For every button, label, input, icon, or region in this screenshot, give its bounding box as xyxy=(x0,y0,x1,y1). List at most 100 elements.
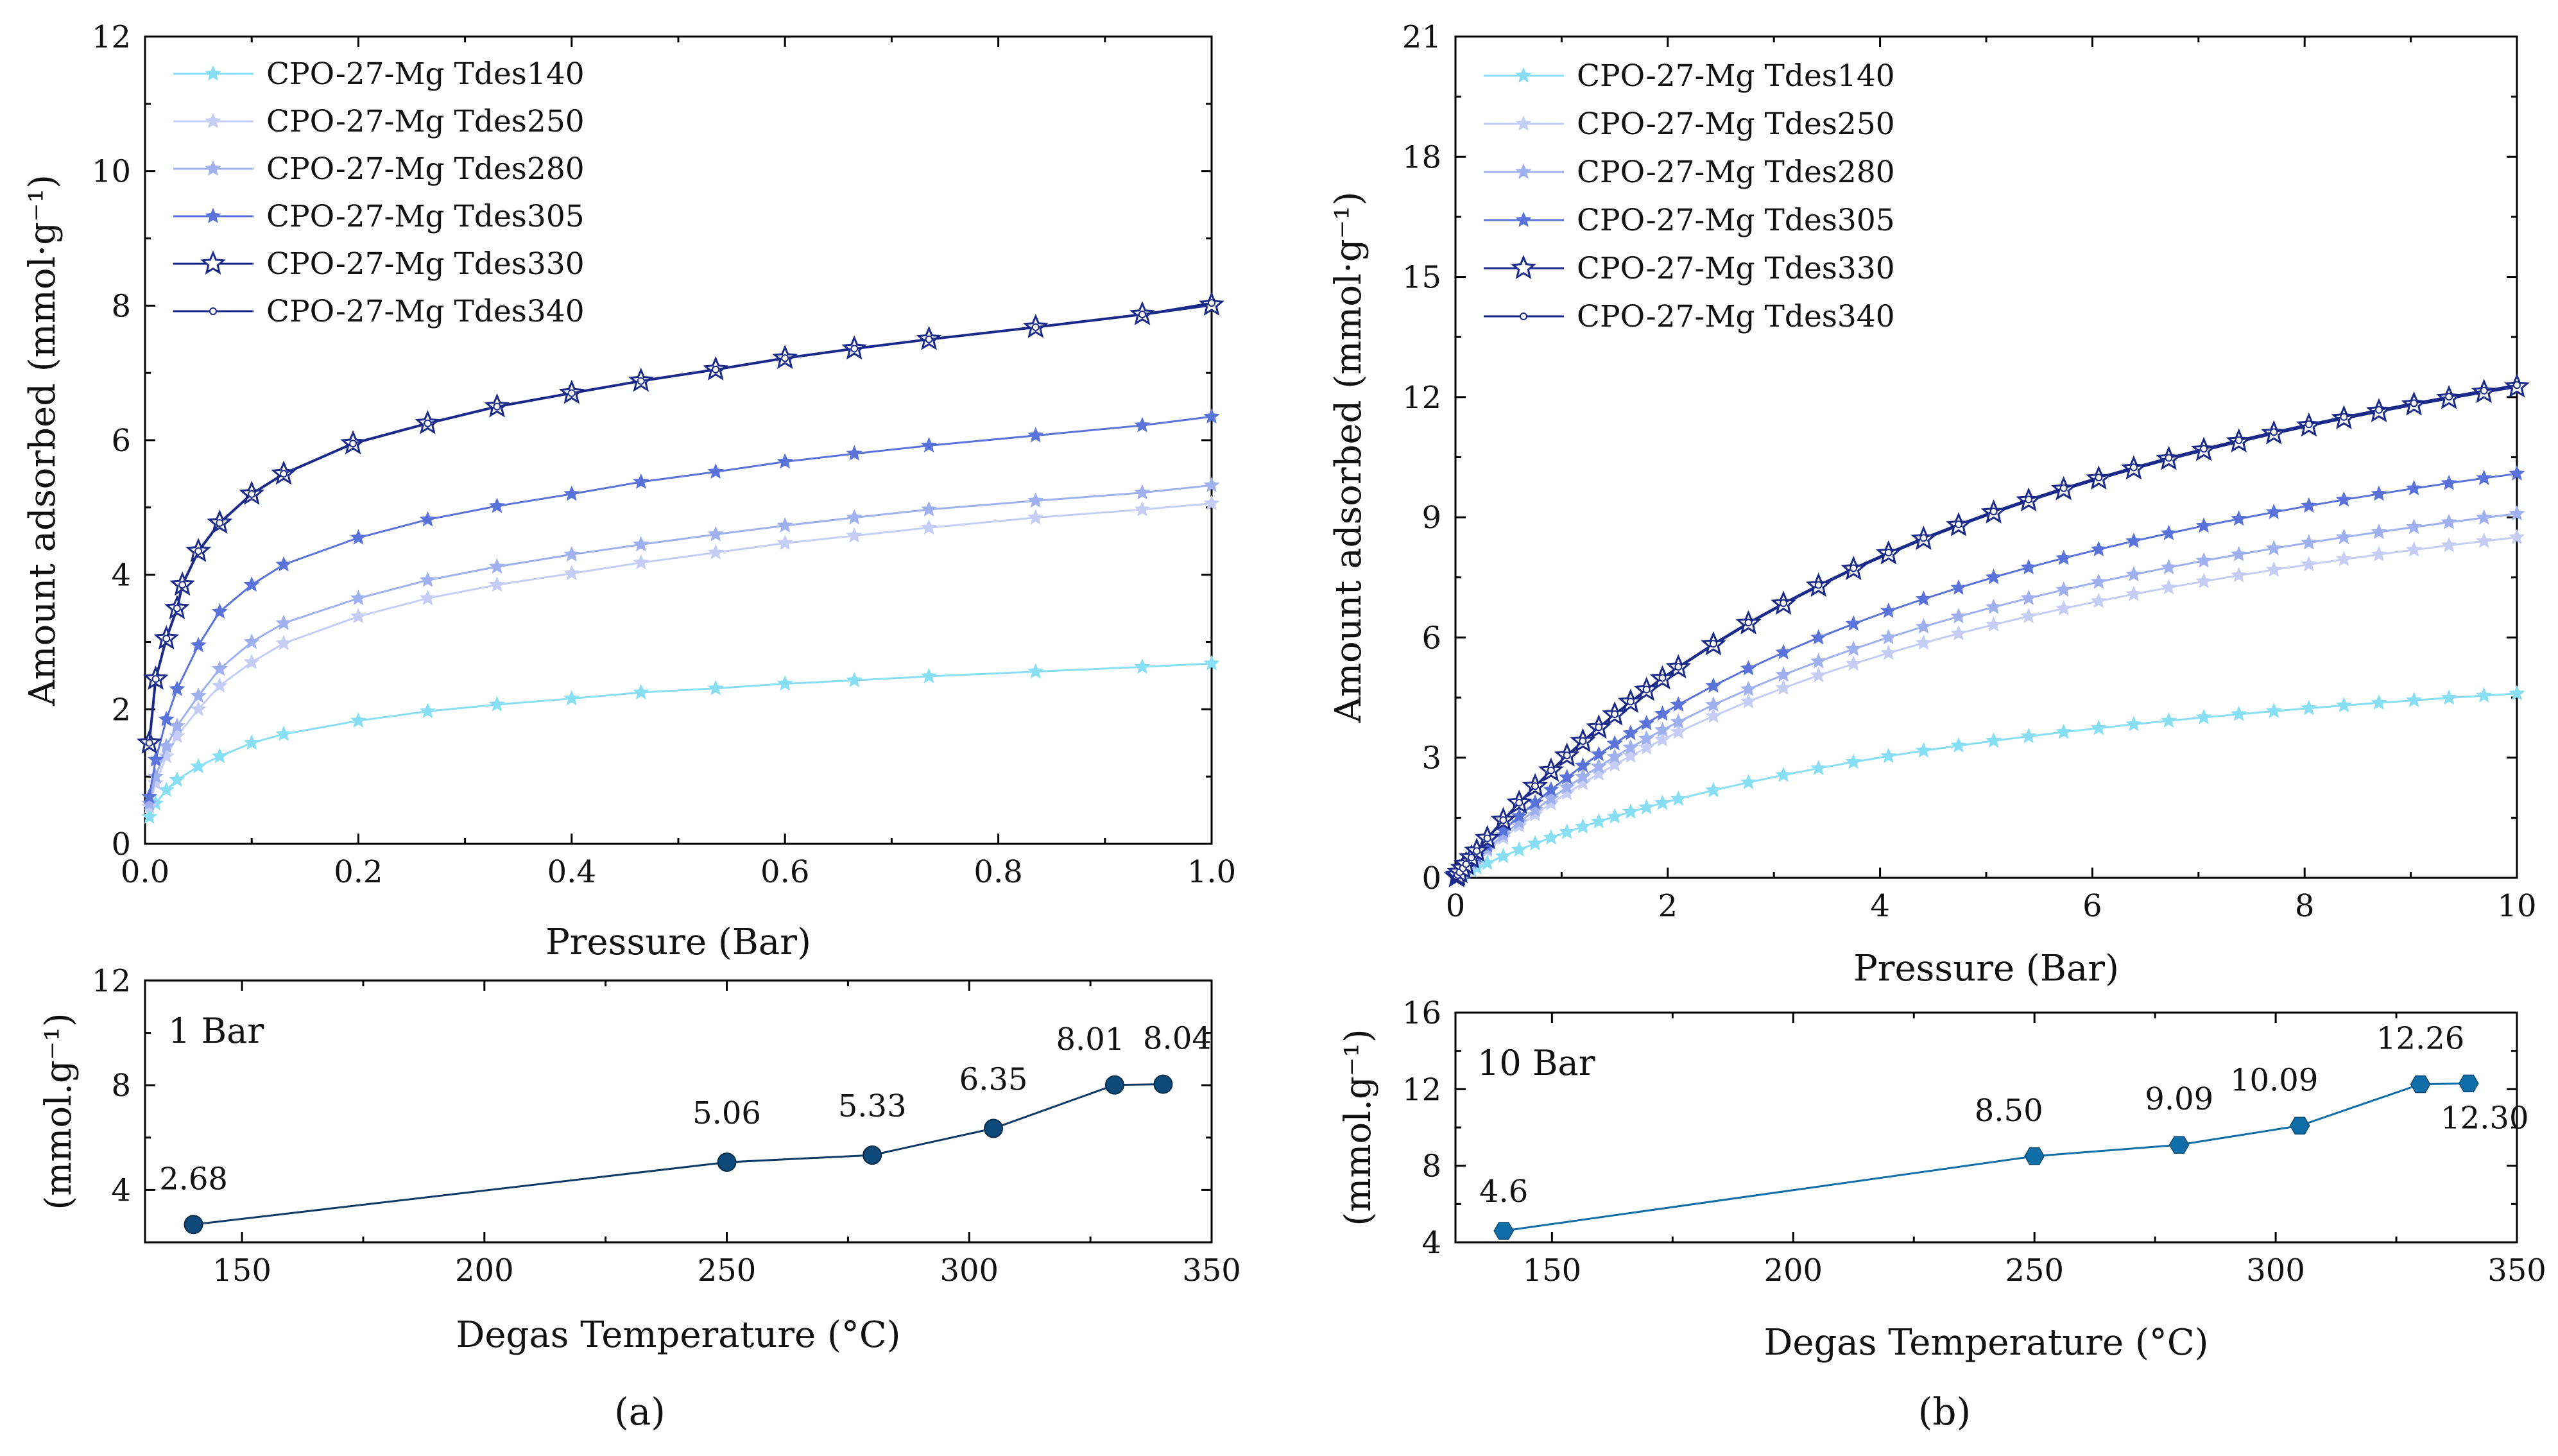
data-point xyxy=(173,604,181,613)
series-line xyxy=(148,302,1212,743)
data-point xyxy=(211,748,228,764)
data-point xyxy=(1574,757,1592,773)
data-point xyxy=(1031,323,1040,331)
data-point xyxy=(2441,536,2457,552)
data-point xyxy=(141,788,158,804)
data-point xyxy=(243,653,260,669)
data-point xyxy=(1547,766,1555,775)
legend-marker xyxy=(205,65,221,81)
data-point xyxy=(190,687,207,703)
data-point xyxy=(1563,751,1571,760)
data-point xyxy=(158,710,175,726)
x-tick-label: 4 xyxy=(1870,888,1890,924)
data-point xyxy=(2441,513,2457,529)
data-point xyxy=(2020,608,2037,624)
data-point xyxy=(1654,721,1671,737)
data-point xyxy=(1658,674,1667,682)
data-point xyxy=(211,677,228,693)
data-point xyxy=(2509,465,2525,481)
data-point xyxy=(1543,781,1559,797)
data-point xyxy=(2059,484,2068,492)
data-point xyxy=(2340,413,2348,421)
data-point xyxy=(280,470,288,478)
data-point xyxy=(1740,660,1757,676)
data-point xyxy=(1775,766,1792,782)
data-point xyxy=(2168,1136,2190,1154)
y-tick-label: 18 xyxy=(1402,139,1441,175)
data-point xyxy=(2335,491,2353,507)
y-tick-label: 6 xyxy=(1421,620,1441,656)
y-tick-label: 12 xyxy=(1402,1072,1441,1108)
data-point xyxy=(1579,737,1587,745)
data-point xyxy=(350,608,367,624)
data-point xyxy=(184,1215,203,1235)
data-point xyxy=(1880,629,1897,645)
data-point xyxy=(2230,705,2247,721)
data-point xyxy=(563,690,580,706)
data-point xyxy=(2513,381,2521,390)
data-point xyxy=(2024,1147,2045,1165)
data-point xyxy=(1473,847,1481,855)
x-tick-label: 1.0 xyxy=(1187,854,1236,890)
data-point xyxy=(2090,719,2107,735)
data-point xyxy=(2025,495,2033,504)
inset-annotation: 1 Bar xyxy=(168,1011,264,1051)
x-tick-label: 250 xyxy=(2005,1253,2064,1289)
legend-marker xyxy=(1515,163,1532,179)
data-point xyxy=(275,556,292,572)
data-label: 12.26 xyxy=(2376,1021,2464,1057)
data-point xyxy=(1462,860,1470,868)
data-point xyxy=(1511,841,1527,857)
data-point xyxy=(1670,790,1687,806)
data-point xyxy=(2480,386,2488,395)
data-point xyxy=(2265,702,2282,718)
data-point xyxy=(1027,427,1044,443)
series-line xyxy=(148,415,1212,797)
data-point xyxy=(633,536,649,552)
data-point xyxy=(1153,1074,1173,1094)
data-point xyxy=(1814,581,1823,589)
x-tick-label: 0.6 xyxy=(760,854,809,890)
data-point xyxy=(1467,853,1475,862)
data-point xyxy=(169,771,185,787)
data-point xyxy=(1850,564,1858,572)
data-label: 4.6 xyxy=(1479,1174,1528,1210)
series-line xyxy=(1455,384,2518,877)
data-point xyxy=(717,1152,737,1172)
legend-label: CPO-27-Mg Tdes330 xyxy=(1577,251,1895,286)
data-point xyxy=(1208,299,1215,307)
chart-a-main: 0.0 0.2 0.4 0.6 0.8 1.0 0 2 4 6 8 10 12 Pressure (Bar… xyxy=(22,19,1236,963)
y-tick-label: 10 xyxy=(92,154,131,190)
data-point xyxy=(2405,479,2423,495)
data-point xyxy=(1915,634,1932,650)
data-point xyxy=(2301,534,2317,550)
data-point xyxy=(567,389,576,397)
data-point xyxy=(2056,723,2072,739)
data-point xyxy=(2056,599,2072,616)
data-point xyxy=(707,680,724,696)
data-point xyxy=(2020,589,2037,605)
data-point xyxy=(1590,758,1607,774)
data-point xyxy=(1203,408,1220,424)
data-point xyxy=(1950,608,1967,624)
data-point xyxy=(1511,807,1527,823)
legend-marker xyxy=(209,307,217,315)
data-point xyxy=(1203,476,1220,492)
data-point xyxy=(190,700,207,717)
data-point xyxy=(216,518,224,527)
data-point xyxy=(2405,541,2423,557)
data-point xyxy=(1543,789,1559,806)
data-point xyxy=(141,794,158,810)
chart-b-inset: 150 200 250 300 350 4 8 12 16 Degas Temperature (… xyxy=(1337,995,2546,1364)
data-point xyxy=(488,558,506,574)
data-point xyxy=(2405,518,2423,535)
data-point xyxy=(2195,552,2212,568)
data-point xyxy=(2441,689,2457,705)
data-label: 10.09 xyxy=(2230,1062,2318,1098)
x-tick-label: 250 xyxy=(698,1253,757,1289)
data-point xyxy=(863,1145,882,1165)
data-point xyxy=(2476,469,2493,485)
data-point xyxy=(2476,509,2493,525)
data-point xyxy=(1559,769,1575,785)
data-point xyxy=(2410,399,2418,407)
